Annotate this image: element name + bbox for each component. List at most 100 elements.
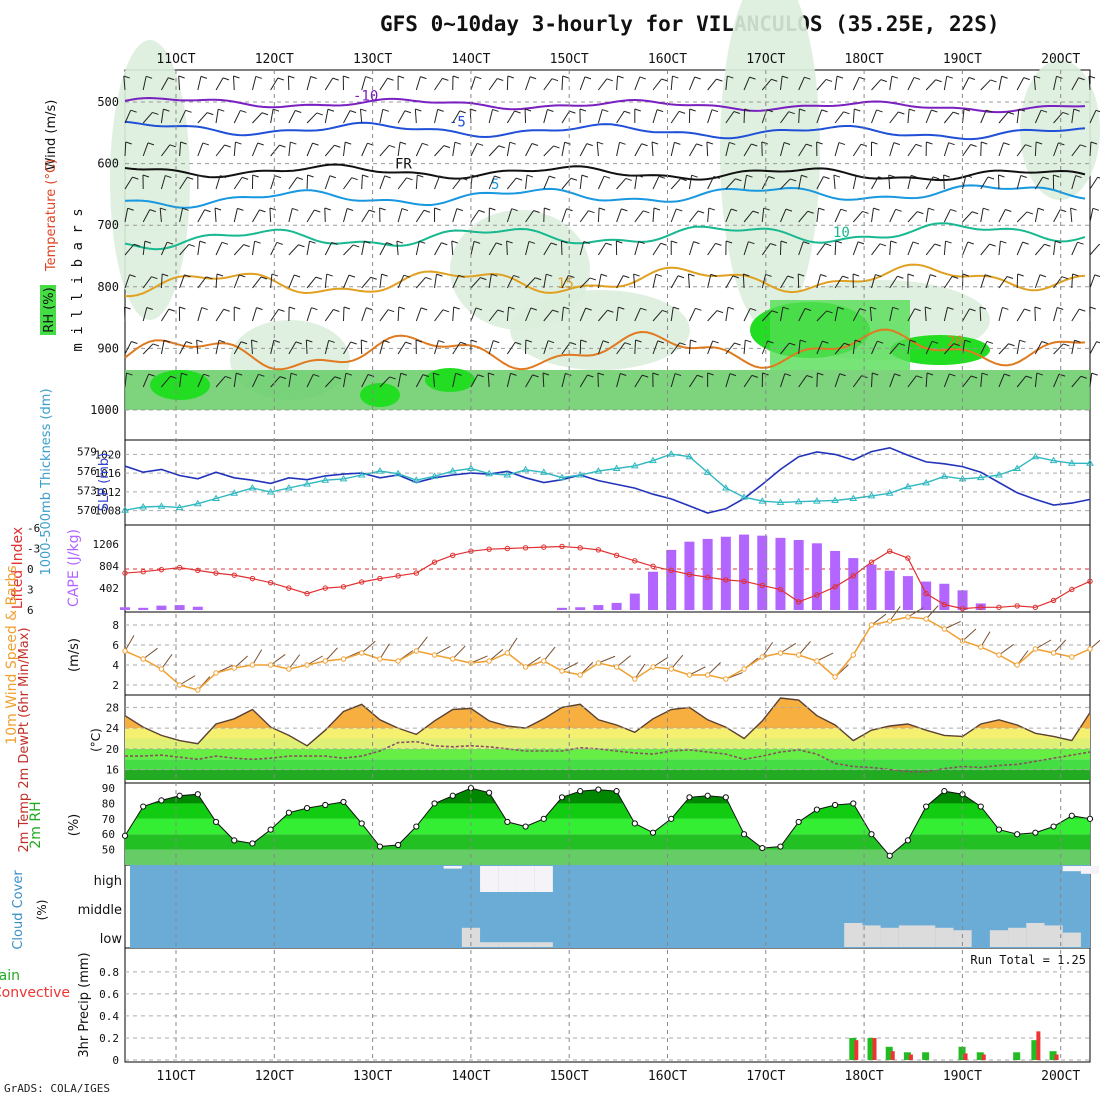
- rh-marker: [176, 792, 183, 799]
- wind-barb-flag: [144, 240, 152, 244]
- wind-barb: [525, 175, 528, 190]
- thickness-axis-label: 1000-500mb Thickness (dm): [39, 388, 54, 575]
- wind-speed-marker: [686, 672, 693, 678]
- li-tick-label: -6: [27, 522, 40, 535]
- wind-barb-flag: [389, 376, 396, 380]
- wind-barb-flag: [964, 339, 971, 343]
- wind-barb: [834, 342, 845, 355]
- wind-barb-flag: [969, 308, 976, 312]
- temp-band: [125, 759, 1090, 770]
- wind-barb-flag: [771, 310, 778, 314]
- wind-barb: [124, 373, 127, 388]
- wind-barb-flag: [837, 306, 844, 310]
- wind-barb-flag: [880, 79, 888, 83]
- cape-bar: [156, 605, 167, 610]
- pressure-tick-label: 700: [97, 218, 119, 232]
- wind-barb-flag: [216, 273, 224, 277]
- lifted-index-marker: [814, 592, 820, 598]
- wind-barb-flag: [563, 306, 570, 310]
- wind-speed-marker: [176, 682, 183, 688]
- cape-bar: [611, 602, 622, 610]
- wind-barb: [197, 276, 207, 289]
- wind-barb: [616, 373, 621, 388]
- wind-barb-10m: [179, 675, 196, 686]
- wind-barb-flag: [1053, 174, 1060, 178]
- wind-barb: [852, 241, 859, 256]
- temp-tick-label: 28: [106, 701, 119, 714]
- rh-marker: [358, 820, 365, 827]
- lifted-index-marker: [522, 545, 529, 551]
- wind-barb: [889, 373, 895, 388]
- wind-barb-flag: [525, 339, 532, 343]
- thickness-marker: [1086, 459, 1094, 466]
- wind-barb-flag: [658, 175, 666, 179]
- wind-barb: [288, 142, 291, 157]
- wind-barb: [1033, 76, 1036, 91]
- wind-barb-flag: [798, 273, 805, 277]
- wind-barb-flag: [656, 109, 664, 113]
- wind-barb-flag: [1044, 243, 1051, 247]
- wind-barb-flag: [345, 372, 353, 376]
- wind-barb-flag: [1058, 142, 1065, 146]
- wind-barb-flag: [862, 210, 869, 214]
- cape-bar: [793, 540, 804, 610]
- wind-barb: [670, 275, 679, 289]
- lifted-index-marker: [486, 546, 492, 552]
- temp-unit-label: (°C): [89, 728, 103, 752]
- wind-barb-flag: [677, 275, 685, 279]
- wind-barb-flag: [526, 174, 534, 178]
- wind-barb: [269, 207, 272, 223]
- rh-marker: [831, 801, 839, 809]
- convective-bar: [872, 1037, 877, 1060]
- thickness-tick-label: 573: [77, 485, 97, 498]
- bottom-day-label: 19OCT: [943, 1069, 982, 1084]
- rh-band: [125, 803, 1090, 819]
- wind-barb: [651, 141, 654, 157]
- wind-barb: [871, 208, 874, 223]
- wind-barb-flag: [998, 174, 1005, 178]
- wind-barb-flag: [817, 372, 824, 376]
- wind-barb-flag: [1008, 343, 1015, 347]
- wind-speed-marker: [668, 666, 674, 672]
- wind-barb-flag: [1055, 240, 1062, 244]
- wind-barb: [415, 143, 423, 157]
- cloud-level-label: low: [100, 932, 123, 947]
- wind-barb-flag: [983, 207, 990, 211]
- cloud-level-label: middle: [78, 903, 122, 918]
- wind-barb-flag: [931, 109, 938, 113]
- wind-barb: [142, 373, 150, 388]
- wind-barb: [943, 111, 954, 124]
- wind-barb-flag: [534, 277, 542, 281]
- wind-barb-flag: [224, 144, 231, 148]
- wind-barb-flag: [214, 207, 222, 211]
- wind-barb: [415, 174, 418, 190]
- wind-barb-flag: [712, 340, 719, 344]
- wind-barb: [1034, 110, 1042, 124]
- wind-barb: [907, 144, 917, 157]
- wind-barb-flag: [546, 273, 553, 277]
- wind-barb-flag: [750, 307, 757, 311]
- wind-barb-flag: [530, 307, 537, 311]
- wind-barb-flag: [782, 75, 789, 79]
- low-cloud-bar: [516, 942, 535, 947]
- wind-barb-flag: [763, 207, 770, 211]
- wind-barb: [962, 375, 972, 388]
- wind-speed-marker: [1087, 646, 1093, 652]
- thickness-marker: [740, 493, 748, 500]
- wind-barb: [1089, 274, 1096, 289]
- wind-barb: [306, 209, 315, 223]
- wind-barb-flag: [894, 373, 901, 377]
- lifted-index-marker: [887, 548, 893, 554]
- wind-barb: [197, 142, 204, 157]
- wind-barb: [214, 207, 217, 223]
- rh-marker: [595, 786, 602, 793]
- wind-speed-marker: [704, 672, 711, 678]
- wind-barb-flag: [233, 75, 240, 79]
- wind-barb: [998, 307, 1003, 322]
- wind-barb: [124, 341, 132, 355]
- wind-barb-flag: [343, 306, 351, 310]
- wind-barb: [925, 372, 928, 388]
- wind-barb: [179, 110, 186, 124]
- wind-barb: [980, 79, 991, 91]
- wind-barb-flag: [639, 76, 646, 80]
